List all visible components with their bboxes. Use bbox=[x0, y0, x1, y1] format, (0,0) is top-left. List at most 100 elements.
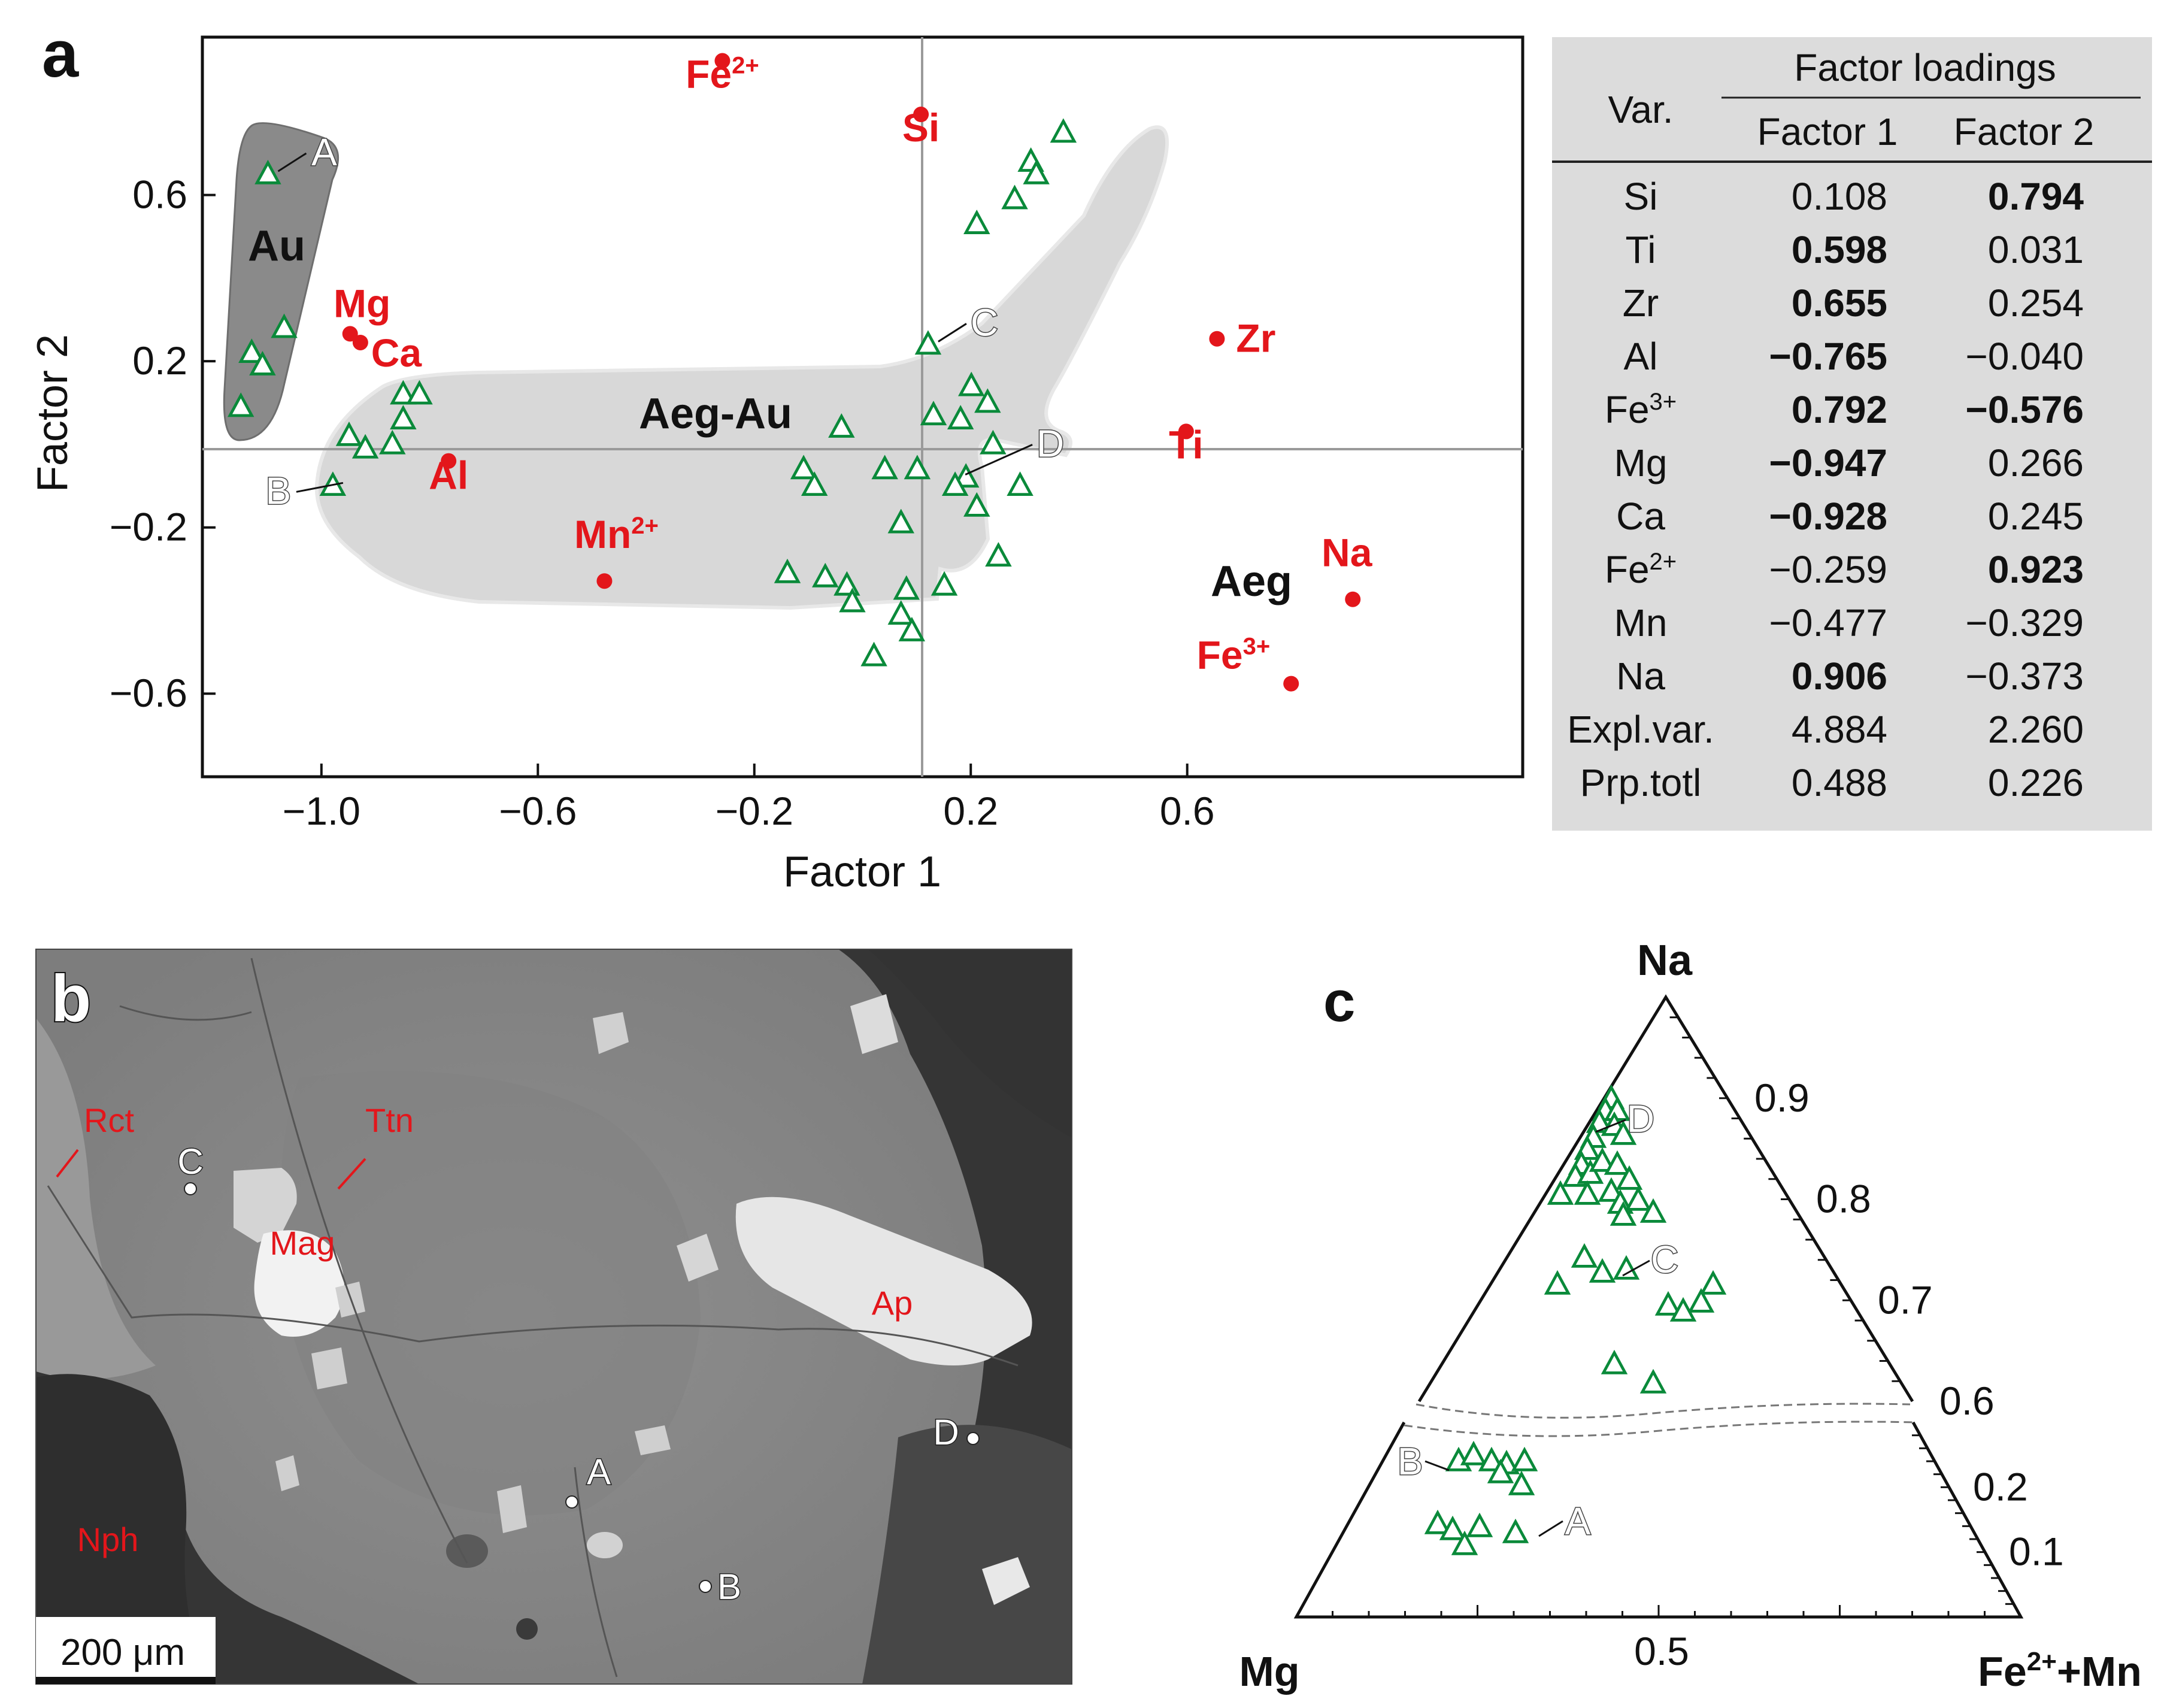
variable-label: Mg bbox=[334, 281, 390, 325]
ternary-label-c: C bbox=[1651, 1238, 1678, 1281]
table-row: Fe2+ −0.259 0.923 bbox=[1605, 548, 2084, 591]
table-cell-factor2: 2.260 bbox=[1988, 708, 2084, 751]
field-aeg-au-region bbox=[314, 125, 1169, 610]
variable-point bbox=[714, 53, 731, 69]
table-row: Al −0.765 −0.040 bbox=[1624, 335, 2084, 378]
table-cell-var: Expl.var. bbox=[1567, 708, 1714, 751]
ternary-tick-label: 0.9 bbox=[1754, 1076, 1810, 1120]
ternary-label-d: D bbox=[1627, 1097, 1654, 1140]
bse-nepheline-area bbox=[36, 1374, 210, 1684]
mineral-label-rct: Rct bbox=[84, 1101, 134, 1139]
point-d-label: D bbox=[933, 1412, 959, 1452]
axis-break-lower bbox=[1404, 1421, 1917, 1437]
table-cell-factor1: 0.906 bbox=[1792, 655, 1887, 698]
field-label-aeg: Aeg bbox=[1211, 558, 1292, 605]
variable-point bbox=[1178, 423, 1194, 440]
x-tick-label: 0.2 bbox=[943, 789, 998, 833]
table-cell-factor1: −0.928 bbox=[1769, 495, 1887, 538]
variable-point bbox=[352, 334, 368, 350]
y-tick-label: 0.2 bbox=[132, 338, 187, 383]
variable-point bbox=[342, 326, 358, 342]
ternary-sample-point bbox=[1463, 1444, 1484, 1464]
point-c-marker bbox=[184, 1182, 197, 1195]
variable-label: Fe3+ bbox=[1197, 633, 1271, 677]
sample-point-labels: A B C D bbox=[265, 129, 1065, 513]
y-axis-title: Factor 2 bbox=[29, 334, 77, 492]
ternary-sample-point bbox=[1604, 1353, 1625, 1373]
table-cell-var: Fe2+ bbox=[1605, 548, 1677, 591]
ternary-sample-point bbox=[1574, 1246, 1595, 1267]
table-cell-factor2: 0.226 bbox=[1988, 761, 2084, 804]
table-row: Zr 0.655 0.254 bbox=[1623, 281, 2084, 325]
mineral-label-mag: Mag bbox=[270, 1224, 335, 1262]
ternary-tick-label: 0.2 bbox=[1973, 1464, 2028, 1509]
variable-label: Na bbox=[1322, 531, 1373, 575]
table-cell-factor2: 0.266 bbox=[1988, 441, 2084, 484]
variable-points: Fe2+ Si Mg Ca Al Mn2+ Zr Ti Na Fe3+ bbox=[334, 52, 1373, 692]
table-cell-factor2: 0.031 bbox=[1988, 228, 2084, 271]
variable-label: Al bbox=[429, 453, 468, 498]
x-tick-label: 0.6 bbox=[1160, 789, 1215, 833]
scale-bar-label: 200 μm bbox=[60, 1632, 185, 1673]
table-cell-factor2: −0.040 bbox=[1965, 335, 2084, 378]
variable-point bbox=[441, 453, 457, 469]
table-header-var: Var. bbox=[1608, 88, 1673, 131]
x-tick-label: −0.6 bbox=[499, 789, 577, 833]
ternary-label-b: B bbox=[1398, 1440, 1423, 1483]
point-b-marker bbox=[699, 1580, 712, 1593]
sample-point bbox=[890, 603, 912, 623]
sample-point bbox=[917, 333, 939, 353]
axis-ticks bbox=[202, 193, 1189, 777]
table-cell-var: Mn bbox=[1614, 601, 1668, 644]
mineral-label-nph: Nph bbox=[77, 1521, 139, 1558]
sample-point-label: A bbox=[311, 131, 337, 174]
table-cell-factor1: 0.792 bbox=[1792, 388, 1887, 431]
table-cell-var: Prp.totl bbox=[1580, 761, 1702, 804]
table-row: Mn −0.477 −0.329 bbox=[1614, 601, 2084, 644]
bse-grain-light-rim bbox=[36, 1018, 156, 1379]
axis-break-upper bbox=[1416, 1403, 1911, 1419]
ternary-sample-point bbox=[1627, 1189, 1649, 1210]
panel-c-ternary-plot: c Na Mg Fe2++Mn 0.5 0.9 0.8 0.7 0.6 0.2 0.1 D… bbox=[1239, 937, 2141, 1695]
sample-point bbox=[1009, 474, 1031, 495]
variable-point bbox=[1209, 331, 1225, 347]
ternary-sample-point bbox=[1547, 1273, 1568, 1294]
ternary-tick-label: 0.1 bbox=[2009, 1530, 2064, 1574]
x-tick-label: −0.2 bbox=[716, 789, 793, 833]
panel-c-letter: c bbox=[1323, 970, 1355, 1034]
variable-point bbox=[1345, 591, 1361, 607]
table-cell-var: Zr bbox=[1623, 281, 1659, 325]
point-c-label: C bbox=[177, 1141, 203, 1182]
table-cell-factor1: −0.947 bbox=[1769, 441, 1887, 484]
table-cell-var: Ti bbox=[1626, 228, 1656, 271]
scale-bar bbox=[36, 1677, 216, 1684]
table-cell-factor2: 0.794 bbox=[1988, 175, 2084, 218]
bse-titanite-grain bbox=[234, 1168, 297, 1243]
field-label-au: Au bbox=[248, 222, 305, 270]
ternary-sample-point bbox=[1505, 1522, 1526, 1542]
panel-a-letter: a bbox=[42, 17, 79, 91]
table-cell-factor2: 0.254 bbox=[1988, 281, 2084, 325]
table-cell-factor1: 0.488 bbox=[1792, 761, 1887, 804]
ternary-tick-label: 0.7 bbox=[1878, 1277, 1933, 1322]
table-row: Si 0.108 0.794 bbox=[1624, 175, 2084, 218]
sample-point-label: C bbox=[971, 301, 998, 344]
table-cell-factor1: 0.598 bbox=[1792, 228, 1887, 271]
ternary-upper-edges bbox=[1417, 994, 1914, 1403]
point-d-marker bbox=[966, 1432, 980, 1445]
ternary-sample-point bbox=[1642, 1372, 1664, 1392]
table-cell-var: Na bbox=[1616, 655, 1665, 698]
sample-point bbox=[1004, 187, 1025, 208]
variable-label: Ca bbox=[371, 331, 423, 375]
table-header-group: Factor loadings bbox=[1794, 46, 2056, 89]
table-row: Na 0.906 −0.373 bbox=[1616, 655, 2084, 698]
table-cell-factor1: −0.259 bbox=[1769, 548, 1887, 591]
ternary-tick-label-0.5: 0.5 bbox=[1634, 1629, 1689, 1673]
x-axis-title: Factor 1 bbox=[783, 848, 941, 896]
ternary-sample-point bbox=[1514, 1450, 1535, 1470]
bse-magnetite-grain bbox=[254, 1230, 344, 1337]
sample-point bbox=[987, 545, 1009, 565]
table-cell-var: Ca bbox=[1616, 495, 1665, 538]
variable-label: Fe2+ bbox=[686, 52, 759, 96]
apex-label-fe-mn: Fe2++Mn bbox=[1978, 1647, 2142, 1695]
